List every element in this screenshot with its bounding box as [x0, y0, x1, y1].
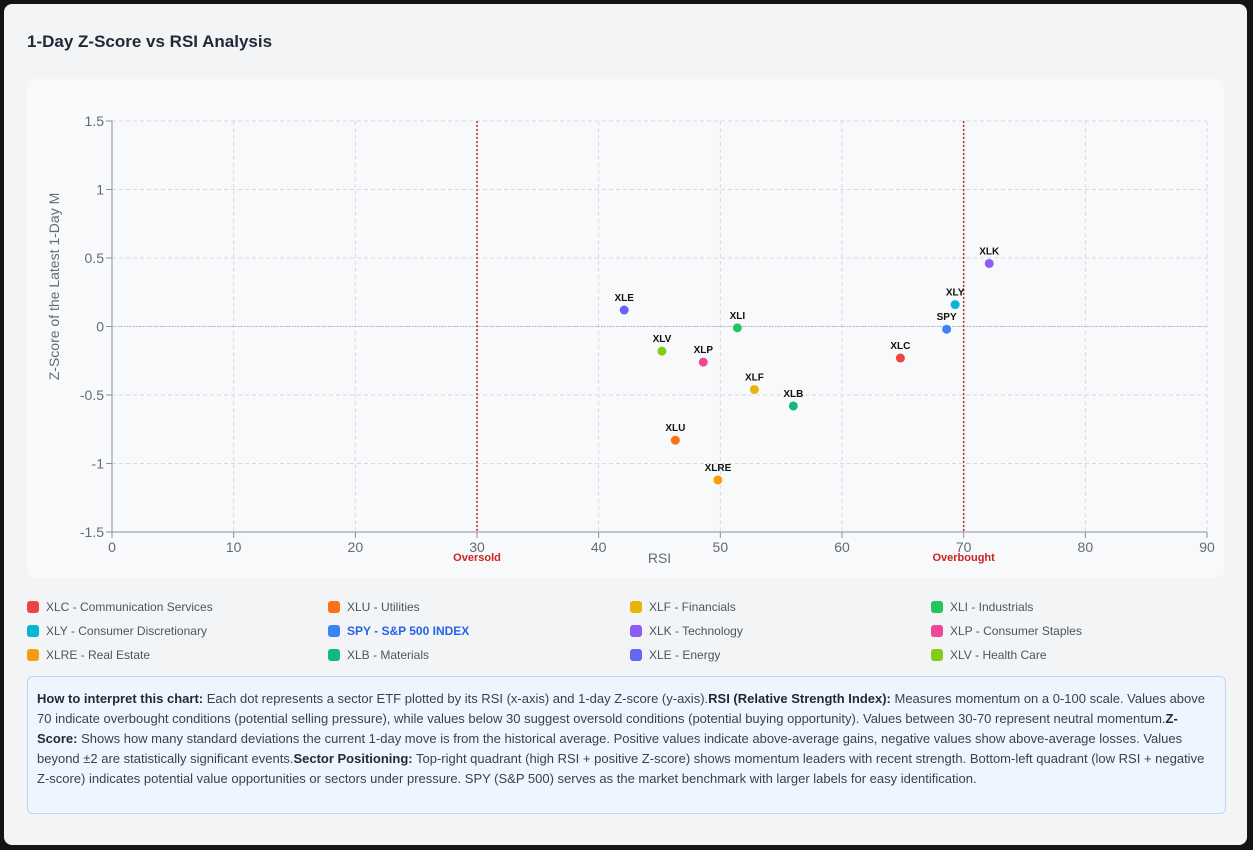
- legend-item[interactable]: XLY - Consumer Discretionary: [27, 622, 207, 640]
- note-heading-zscore: Z-Score:: [37, 711, 1178, 746]
- legend-swatch: [931, 649, 943, 661]
- legend: XLC - Communication Services XLU - Utilit…: [27, 596, 1224, 666]
- y-tick-label: -0.5: [80, 387, 104, 403]
- x-tick-label: 40: [591, 539, 607, 555]
- legend-swatch: [328, 601, 340, 613]
- x-tick-label: 60: [834, 539, 850, 555]
- legend-item[interactable]: XLK - Technology: [630, 622, 743, 640]
- legend-label: XLY - Consumer Discretionary: [46, 624, 207, 638]
- x-tick-label: 80: [1078, 539, 1094, 555]
- reference-label-overbought: Overbought: [932, 552, 995, 564]
- legend-item[interactable]: XLI - Industrials: [931, 598, 1033, 616]
- point-xlu: [670, 435, 680, 445]
- x-tick-label: 50: [713, 539, 729, 555]
- scatter-chart: Oversold Overbought 0 10 20 30 40 50 60 70 80 901.…: [46, 113, 1215, 566]
- point-xlc: [895, 353, 905, 363]
- point-xlk: [984, 258, 994, 268]
- legend-item[interactable]: XLP - Consumer Staples: [931, 622, 1082, 640]
- point-xlp: [698, 357, 708, 367]
- point-label-xlv: XLV: [653, 334, 672, 345]
- legend-label: XLF - Financials: [649, 600, 736, 614]
- legend-swatch: [27, 625, 39, 637]
- legend-item[interactable]: XLV - Health Care: [931, 646, 1047, 664]
- x-tick-label: 10: [226, 539, 242, 555]
- legend-item[interactable]: XLE - Energy: [630, 646, 720, 664]
- point-label-xlb: XLB: [783, 389, 803, 400]
- reference-label-oversold: Oversold: [453, 552, 501, 564]
- chart-panel: Oversold Overbought 0 10 20 30 40 50 60 70 80 90 1.…: [27, 79, 1224, 578]
- point-xly: [950, 300, 960, 310]
- legend-label: SPY - S&P 500 INDEX: [347, 624, 470, 638]
- legend-label: XLC - Communication Services: [46, 600, 213, 614]
- legend-label: XLV - Health Care: [950, 648, 1047, 662]
- point-label-xlc: XLC: [890, 341, 910, 352]
- chart-card: 1-Day Z-Score vs RSI Analysis Oversold Ov…: [4, 4, 1247, 845]
- point-label-spy: SPY: [937, 312, 957, 323]
- legend-label: XLI - Industrials: [950, 600, 1034, 614]
- y-tick-label: -1.5: [80, 524, 104, 540]
- point-label-xli: XLI: [730, 311, 746, 322]
- note-heading-how: How to interpret this chart:: [37, 691, 204, 706]
- y-tick-label: 1: [96, 182, 104, 198]
- point-xle: [619, 305, 629, 315]
- y-tick-label: 0: [96, 319, 104, 335]
- point-xli: [732, 323, 742, 333]
- point-label-xly: XLY: [946, 288, 965, 299]
- point-xlb: [788, 401, 798, 411]
- legend-label: XLK - Technology: [649, 624, 743, 638]
- note-text-how: Each dot represents a sector ETF plotted…: [203, 691, 709, 706]
- point-label-xlu: XLU: [665, 423, 685, 434]
- legend-swatch: [630, 649, 642, 661]
- note-text-zscore: Shows how many standard deviations the c…: [37, 731, 1183, 766]
- point-xlv: [657, 346, 667, 356]
- point-spy: [942, 324, 952, 334]
- legend-label: XLRE - Real Estate: [46, 648, 151, 662]
- legend-label: XLU - Utilities: [347, 600, 420, 614]
- legend-item[interactable]: SPY - S&P 500 INDEX: [328, 622, 469, 640]
- legend-item[interactable]: XLC - Communication Services: [27, 598, 213, 616]
- legend-label: XLP - Consumer Staples: [950, 624, 1082, 638]
- legend-swatch: [27, 649, 39, 661]
- x-tick-label: 0: [108, 539, 116, 555]
- note-text-positioning: Top-right quadrant (high RSI + positive …: [37, 751, 1205, 786]
- interpretation-note: How to interpret this chart: Each dot re…: [27, 676, 1226, 814]
- legend-label: XLE - Energy: [649, 648, 721, 662]
- legend-swatch: [931, 601, 943, 613]
- y-tick-label: -1: [92, 456, 105, 472]
- legend-swatch: [630, 625, 642, 637]
- note-heading-positioning: Sector Positioning:: [293, 751, 413, 766]
- data-points: XLK XLY SPY XLC XLE XLI XLV XLP XLF XLB XLU XLRE: [614, 246, 1000, 485]
- point-label-xlk: XLK: [979, 246, 1000, 257]
- legend-swatch: [630, 601, 642, 613]
- page-title: 1-Day Z-Score vs RSI Analysis: [27, 32, 273, 51]
- legend-swatch: [27, 601, 39, 613]
- legend-item[interactable]: XLRE - Real Estate: [27, 646, 150, 664]
- legend-item[interactable]: XLF - Financials: [630, 598, 736, 616]
- point-label-xle: XLE: [614, 293, 634, 304]
- point-xlf: [749, 385, 759, 395]
- legend-label: XLB - Materials: [347, 648, 430, 662]
- point-xlre: [713, 475, 723, 485]
- legend-swatch: [328, 625, 340, 637]
- x-tick-label: 70: [956, 539, 972, 555]
- point-label-xlp: XLP: [694, 345, 714, 356]
- note-text-rsi: Measures momentum on a 0-100 scale. Valu…: [37, 691, 1205, 726]
- legend-item[interactable]: XLU - Utilities: [328, 598, 420, 616]
- reference-lines: Oversold Overbought: [112, 121, 1207, 564]
- y-tick-label: 0.5: [85, 250, 105, 266]
- x-axis-label: RSI: [648, 550, 671, 566]
- x-tick-label: 20: [348, 539, 364, 555]
- y-tick-label: 1.5: [85, 113, 105, 129]
- point-label-xlf: XLF: [745, 373, 764, 384]
- legend-swatch: [931, 625, 943, 637]
- x-tick-label: 90: [1199, 539, 1215, 555]
- legend-item[interactable]: XLB - Materials: [328, 646, 429, 664]
- note-heading-rsi: RSI (Relative Strength Index):: [708, 691, 891, 706]
- point-label-xlre: XLRE: [705, 463, 732, 474]
- axes: [106, 120, 1208, 538]
- tick-labels: 0 10 20 30 40 50 60 70 80 90 1.5 1 0.5 0 -0.5 -1 -1.5: [80, 113, 1215, 555]
- y-axis-label: Z-Score of the Latest 1-Day M: [46, 193, 62, 381]
- x-tick-label: 30: [469, 539, 485, 555]
- legend-swatch: [328, 649, 340, 661]
